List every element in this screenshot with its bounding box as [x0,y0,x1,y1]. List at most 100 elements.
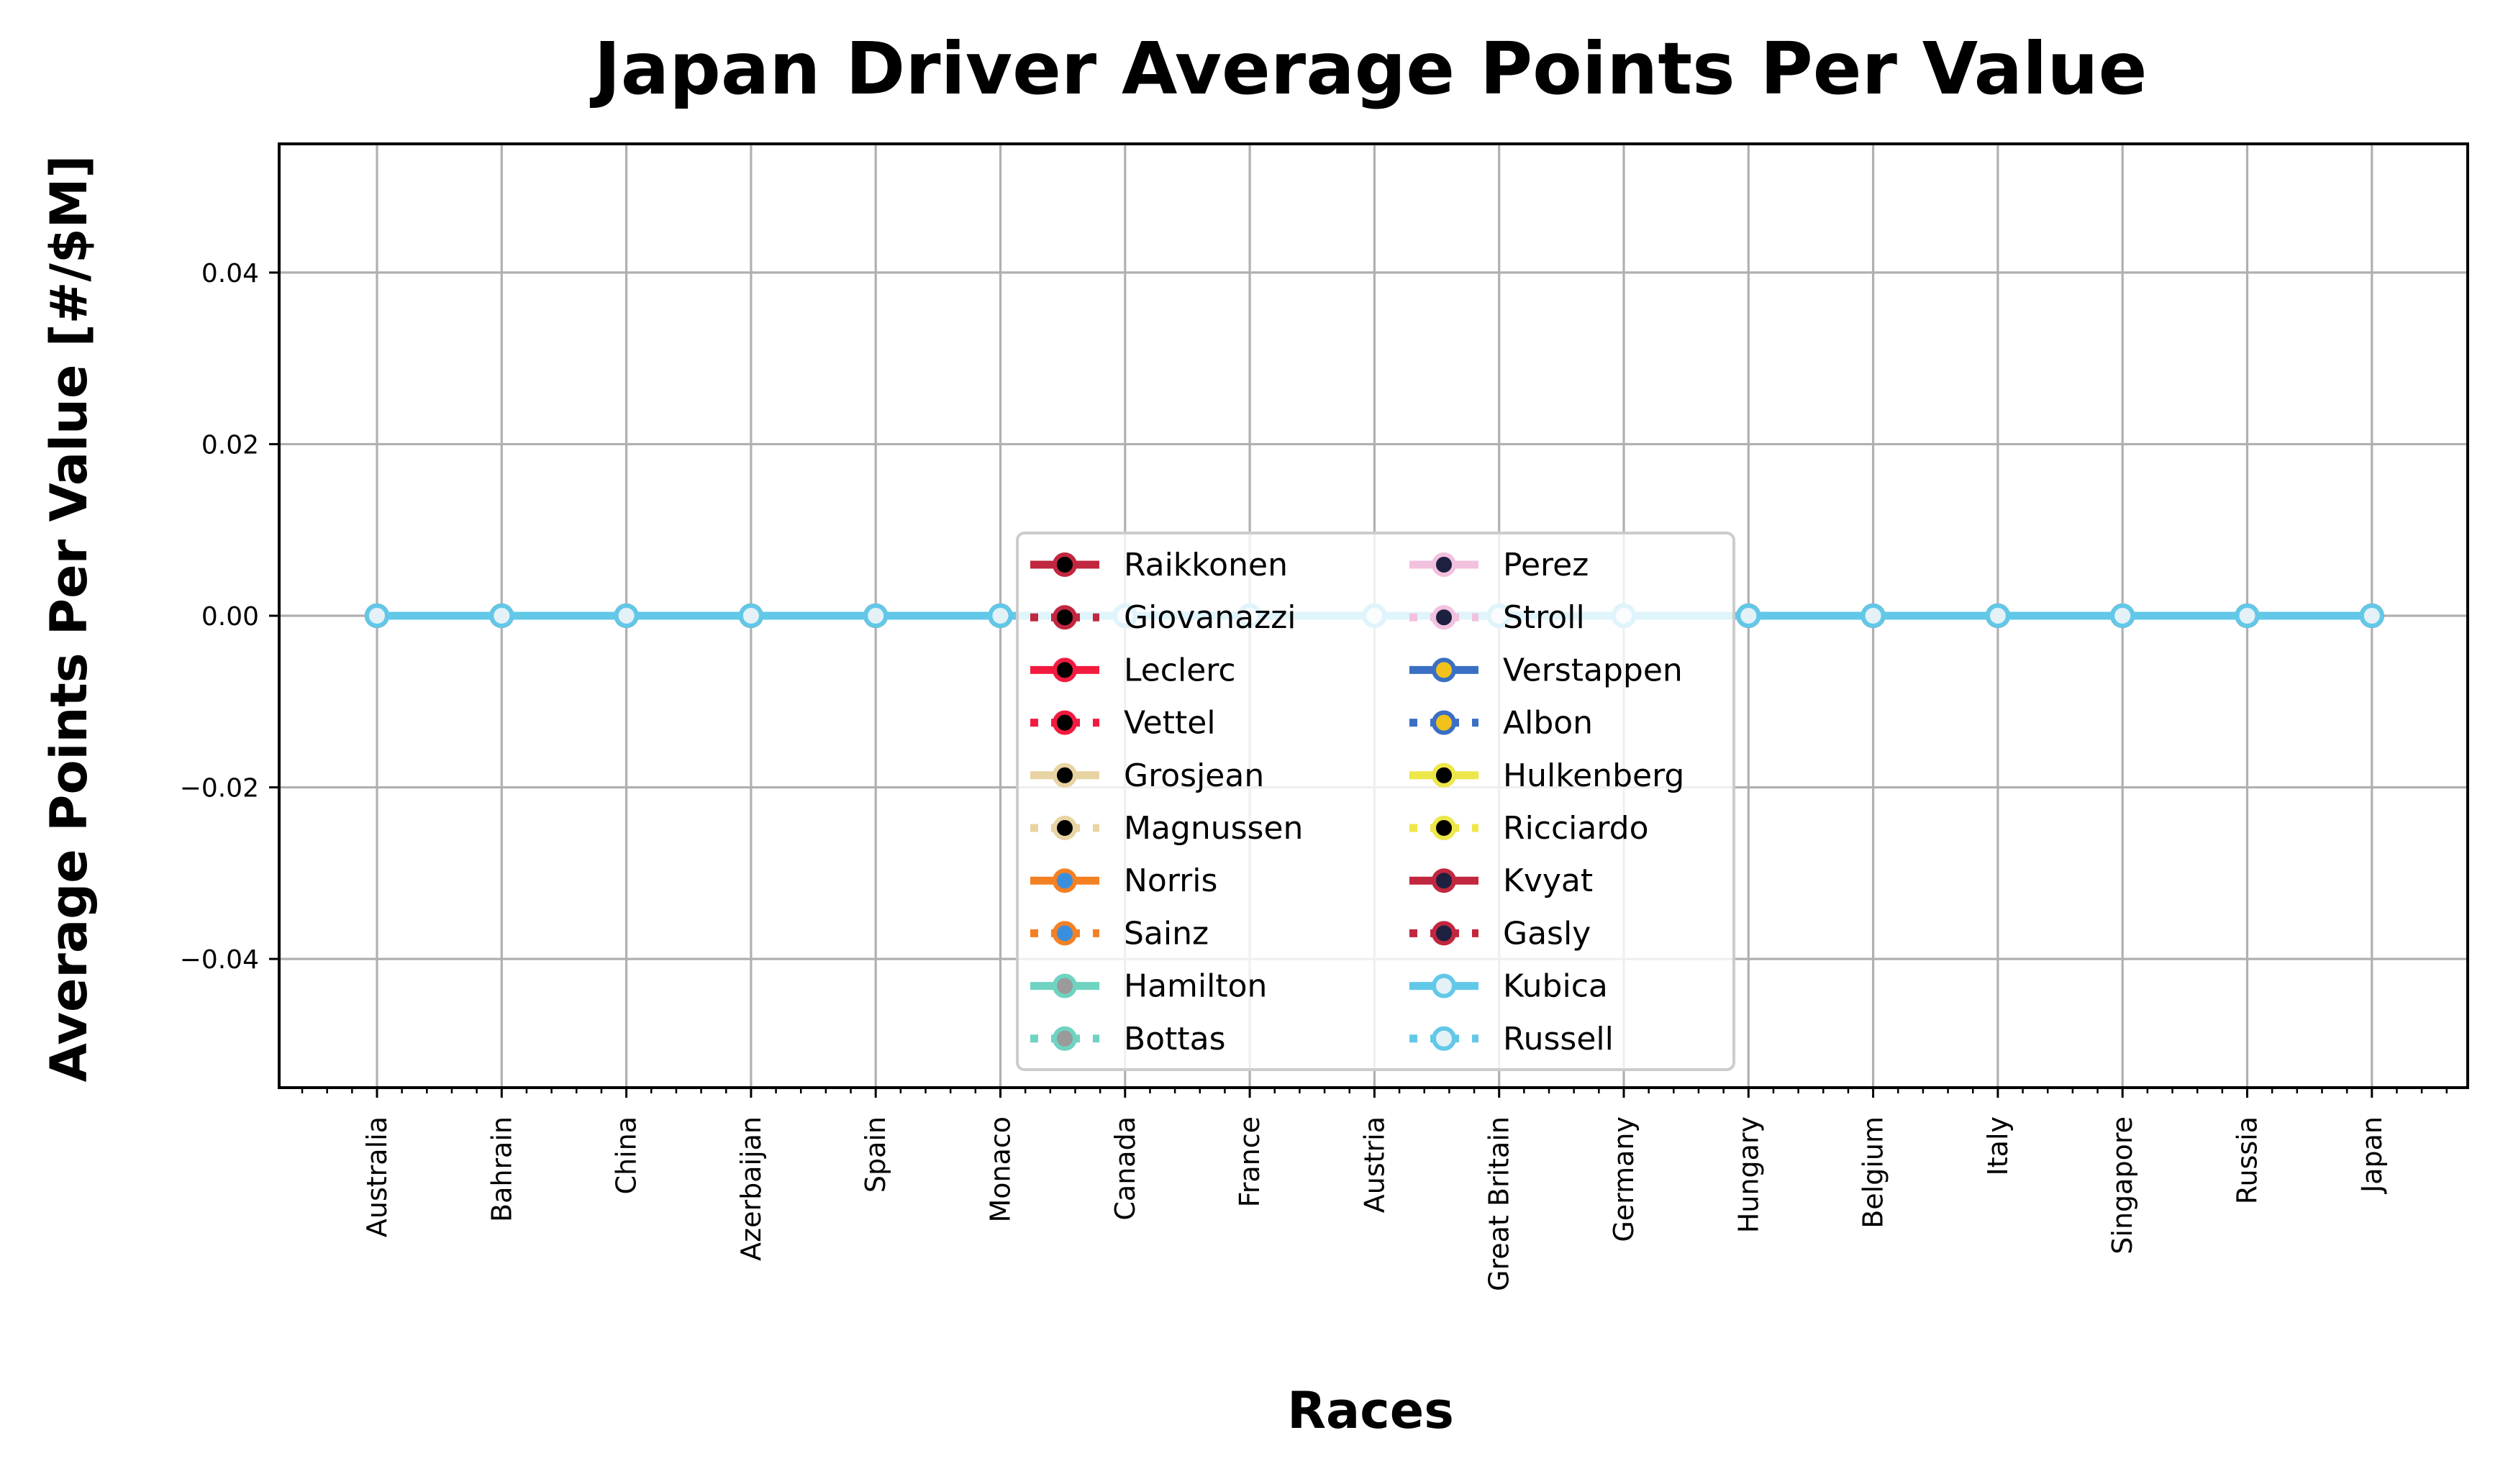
x-tick-label: Azerbaijan [735,1116,767,1261]
legend-item: Kvyat [1409,862,1593,899]
legend-marker [1432,1026,1456,1051]
x-axis: Australia Bahrain China Azerbaijan Spain Mona… [301,1088,2448,1291]
y-tick-label: 0.00 [201,602,259,632]
legend-label: Russell [1503,1021,1614,1057]
legend-box [1016,532,1735,1071]
legend-label: Grosjean [1124,757,1264,794]
legend-marker [1432,605,1456,630]
y-axis: 0.04 0.02 0.00 −0.02 −0.04 [180,259,279,975]
legend-item: Magnussen [1030,810,1303,847]
x-tick-label: Spain [860,1116,891,1193]
legend-marker [1053,763,1077,788]
legend-item: Vettel [1030,705,1216,742]
chart-title: Japan Driver Average Points Per Value [590,27,2148,111]
legend-item: Giovanazzi [1030,599,1296,636]
data-point [2110,604,2135,628]
x-tick-label: Germany [1608,1116,1640,1242]
legend-marker [1053,657,1077,683]
data-point [738,604,763,628]
legend-label: Hulkenberg [1503,757,1684,794]
legend-item: Bottas [1030,1021,1226,1057]
x-tick-label: Monaco [985,1116,1017,1223]
legend-label: Norris [1124,862,1217,899]
legend-label: Perez [1503,547,1589,583]
x-tick-label: Japan [2356,1116,2388,1194]
legend-marker [1053,973,1077,998]
legend-item: Hamilton [1030,968,1267,1005]
legend-label: Verstappen [1503,652,1683,688]
legend-item: Kubica [1409,968,1608,1005]
y-tick-label: 0.02 [201,430,259,460]
legend-item: Raikkonen [1030,547,1288,583]
y-axis-label: Average Points Per Value [#/$M] [40,155,99,1083]
x-tick-label: Belgium [1858,1116,1889,1229]
legend-item: Russell [1409,1021,1614,1057]
legend-label: Vettel [1124,705,1216,742]
data-point [1985,604,2010,628]
legend-label: Gasly [1503,915,1591,952]
legend: Raikkonen Giovanazzi Leclerc Vettel Grosjean… [1016,532,1735,1071]
x-tick-label: Russia [2232,1116,2263,1204]
legend-marker [1432,921,1456,946]
data-point [1736,604,1761,628]
legend-label: Albon [1503,705,1593,742]
legend-item: Ricciardo [1409,810,1649,847]
x-tick-label: Austria [1358,1116,1390,1213]
x-axis-label: Races [1287,1381,1454,1440]
legend-label: Bottas [1124,1021,1226,1057]
legend-marker [1053,921,1077,946]
legend-item: Stroll [1409,599,1585,636]
legend-item: Gasly [1409,915,1591,952]
legend-item: Sainz [1030,915,1209,952]
legend-marker [1432,816,1456,840]
x-tick-label: Bahrain [486,1116,517,1222]
legend-item: Albon [1409,705,1593,742]
legend-item: Verstappen [1409,652,1683,688]
legend-marker [1053,868,1077,893]
legend-label: Giovanazzi [1124,599,1296,636]
legend-label: Hamilton [1124,968,1267,1005]
data-point [365,604,389,628]
x-tick-label: Singapore [2107,1116,2138,1255]
x-tick-label: Great Britain [1484,1116,1515,1291]
data-point [863,604,889,628]
x-tick-label: Australia [361,1116,393,1237]
legend-item: Hulkenberg [1409,757,1684,794]
x-tick-label: Canada [1109,1116,1141,1221]
data-point [2359,604,2384,628]
data-point [614,604,639,628]
legend-label: Kubica [1503,968,1608,1005]
data-point [988,604,1013,628]
legend-marker [1432,552,1456,577]
legend-marker [1053,1026,1077,1051]
x-tick-label: China [611,1116,642,1195]
legend-marker [1432,657,1456,683]
legend-marker [1432,868,1456,893]
data-point [2235,604,2260,628]
legend-item: Norris [1030,862,1217,899]
legend-item: Grosjean [1030,757,1264,794]
y-tick-label: −0.02 [180,774,259,804]
legend-label: Raikkonen [1124,547,1288,583]
legend-item: Perez [1409,547,1589,583]
x-tick-label: France [1234,1116,1266,1207]
y-tick-label: 0.04 [201,259,259,288]
x-tick-label: Hungary [1732,1116,1764,1233]
x-tick-label: Italy [1982,1116,2014,1175]
legend-marker [1432,710,1456,735]
data-point [1860,604,1886,628]
legend-label: Kvyat [1503,862,1593,899]
legend-marker [1053,605,1077,630]
legend-marker [1432,973,1456,998]
legend-marker [1053,816,1077,840]
legend-marker [1053,710,1077,735]
legend-label: Leclerc [1124,652,1236,688]
legend-marker [1053,552,1077,577]
legend-label: Stroll [1503,599,1585,636]
legend-label: Sainz [1124,915,1209,952]
legend-label: Magnussen [1124,810,1303,847]
legend-item: Leclerc [1030,652,1236,688]
legend-marker [1432,763,1456,788]
data-point [489,604,514,628]
